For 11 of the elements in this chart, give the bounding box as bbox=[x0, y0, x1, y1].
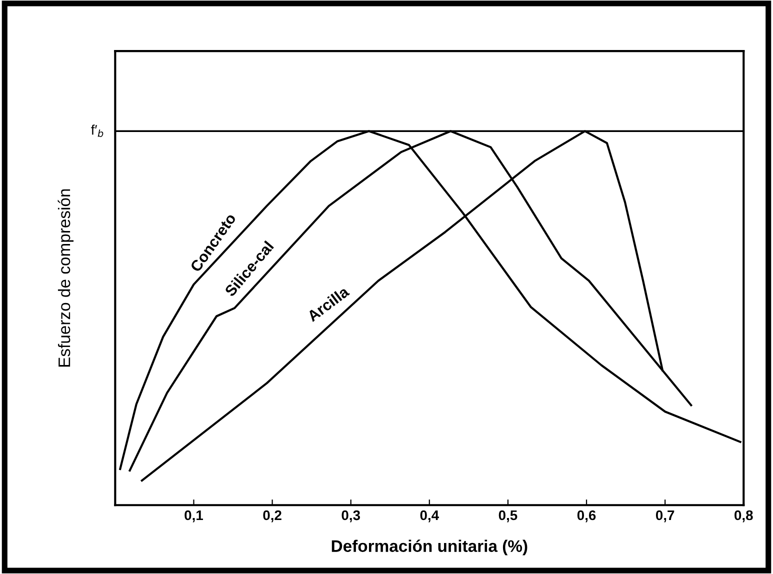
y-axis-title: Esfuerzo de compresión bbox=[58, 189, 74, 367]
x-axis-title: Deformación unitaria (%) bbox=[332, 540, 528, 556]
x-tick-label: 0,5 bbox=[498, 510, 518, 522]
x-tick-label: 0,6 bbox=[577, 510, 596, 522]
x-tick-label: 0,7 bbox=[656, 510, 674, 522]
x-tick-label: 0,1 bbox=[184, 510, 203, 522]
x-tick-label: 0,3 bbox=[342, 510, 360, 522]
ref-line-label: f′$_{b}$ bbox=[91, 124, 104, 138]
x-tick-label: 0,8 bbox=[734, 510, 753, 522]
x-tick-label: 0,4 bbox=[420, 510, 439, 522]
x-tick-label: 0,2 bbox=[263, 510, 282, 522]
